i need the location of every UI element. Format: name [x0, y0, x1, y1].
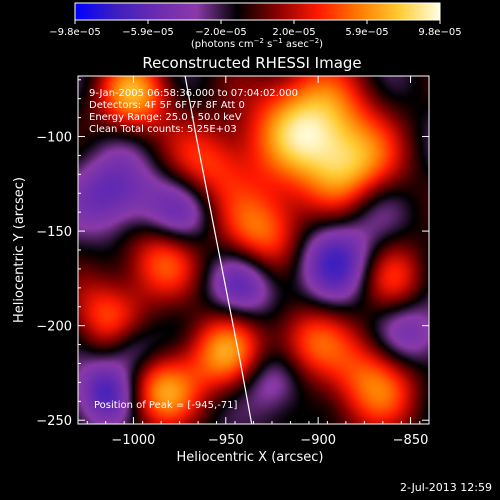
- image-area: [78, 76, 429, 424]
- clean-annotation: Clean Total counts: 5.25E+03: [89, 124, 237, 135]
- colorbar-tick-label: −5.9e−05: [122, 27, 174, 38]
- x-tick-label: −950: [208, 433, 244, 448]
- y-tick-label: −250: [36, 414, 72, 429]
- colorbar-tick-label: 9.8e−05: [418, 27, 461, 38]
- x-tick-label: −900: [300, 433, 336, 448]
- y-axis-label: Heliocentric Y (arcsec): [12, 177, 27, 323]
- colorbar-units-label: (photons cm−2 s−1 asec−2): [191, 37, 323, 50]
- y-tick-label: −200: [36, 320, 72, 335]
- x-tick-label: −1000: [111, 433, 155, 448]
- colorbar-tick-label: −9.8e−05: [49, 27, 101, 38]
- detectors-annotation: Detectors: 4F 5F 6F 7F 8F Att 0: [89, 100, 245, 111]
- y-tick-label: −100: [36, 131, 72, 146]
- y-tick-label: −150: [36, 225, 72, 240]
- colorbar-tick-label: −2.0e−05: [195, 27, 247, 38]
- colorbar-tick-label: 5.9e−05: [345, 27, 388, 38]
- y-axis-ticks: −100 −150 −200 −250: [36, 79, 429, 429]
- x-tick-label: −850: [393, 433, 429, 448]
- annotations: 9-Jan-2005 06:58:36.000 to 07:04:02.000 …: [89, 88, 298, 411]
- chart-title: Reconstructed RHESSI Image: [142, 54, 361, 72]
- time-range-annotation: 9-Jan-2005 06:58:36.000 to 07:04:02.000: [89, 88, 298, 99]
- x-axis-ticks: −1000 −950 −900 −850: [86, 76, 429, 448]
- peak-position-annotation: Position of Peak = [-945,-71]: [94, 400, 238, 411]
- x-axis-label: Heliocentric X (arcsec): [177, 450, 324, 465]
- energy-annotation: Energy Range: 25.0 - 50.0 keV: [89, 112, 242, 123]
- heatmap-image: [78, 76, 429, 424]
- colorbar-gradient: [74, 2, 441, 21]
- colorbar-tick-label: 2.0e−05: [272, 27, 315, 38]
- colorbar: −9.8e−05 −5.9e−05 −2.0e−05 2.0e−05 5.9e−05 9.…: [49, 2, 462, 50]
- solar-limb-curve: [184, 76, 253, 424]
- footer-timestamp: 2-Jul-2013 12:59: [399, 481, 492, 494]
